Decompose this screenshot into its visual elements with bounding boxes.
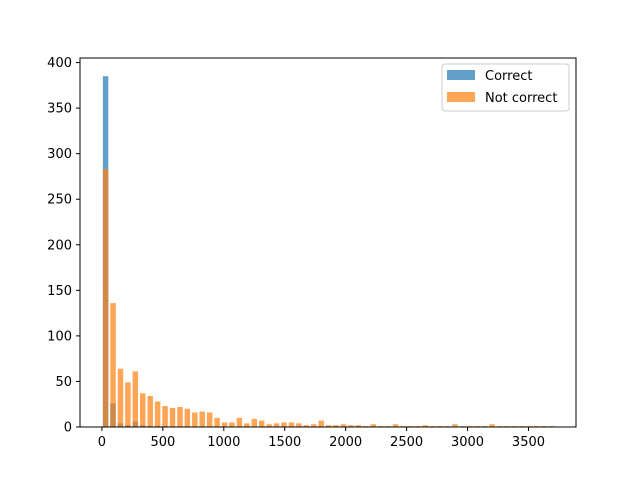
bar	[281, 422, 287, 427]
legend-swatch	[447, 70, 475, 80]
y-tick-label: 0	[64, 421, 72, 436]
bar	[125, 382, 131, 427]
bar	[117, 368, 124, 427]
bar	[296, 423, 302, 427]
bar	[162, 406, 168, 427]
y-tick-label: 150	[47, 284, 72, 299]
y-tick-label: 400	[47, 56, 72, 71]
bar	[229, 422, 235, 427]
legend-label: Correct	[485, 69, 532, 84]
bar	[348, 425, 354, 427]
bar	[147, 396, 153, 427]
y-tick-label: 50	[55, 375, 72, 390]
x-axis: 0 500 1000 1500 2000 2500 3000 3500	[98, 427, 545, 450]
bar	[177, 406, 183, 427]
bar	[132, 371, 139, 427]
bar	[102, 169, 109, 427]
y-tick-label: 350	[47, 102, 72, 117]
x-tick-label: 2000	[329, 435, 362, 450]
x-tick-label: 1000	[207, 435, 240, 450]
bar	[303, 425, 310, 427]
x-tick-label: 2500	[390, 435, 423, 450]
bar	[236, 417, 243, 427]
bar	[318, 420, 324, 427]
bar	[110, 303, 116, 427]
x-tick-label: 0	[98, 435, 106, 450]
x-tick-label: 1500	[268, 435, 301, 450]
y-tick-label: 100	[47, 329, 72, 344]
bar	[325, 425, 332, 427]
bar	[422, 425, 428, 427]
bar	[154, 401, 161, 427]
bar	[169, 407, 176, 427]
bar	[355, 425, 362, 427]
y-tick-label: 250	[47, 193, 72, 208]
bar	[199, 411, 205, 427]
plot-frame	[79, 57, 577, 428]
bar	[340, 424, 347, 427]
bar	[206, 412, 213, 427]
bar	[192, 412, 198, 427]
legend: Correct Not correct	[441, 63, 570, 112]
bar	[266, 424, 272, 427]
y-axis: 0 50 100 150 200 250 300 350 400	[47, 56, 80, 436]
bar	[273, 423, 280, 427]
bar	[288, 422, 295, 427]
y-tick-label: 200	[47, 238, 72, 253]
bar	[370, 424, 376, 427]
legend-swatch	[447, 92, 475, 102]
bar	[311, 424, 317, 427]
bar	[392, 424, 399, 427]
bar	[221, 422, 228, 427]
bar	[251, 418, 258, 427]
legend-label: Not correct	[485, 91, 557, 106]
bar	[244, 423, 250, 427]
y-tick-label: 300	[47, 147, 72, 162]
bar	[489, 424, 495, 427]
bar	[184, 408, 191, 427]
x-tick-label: 500	[150, 435, 175, 450]
x-tick-label: 3500	[512, 435, 545, 450]
bar	[214, 417, 220, 427]
bar	[333, 425, 339, 427]
x-tick-label: 3000	[451, 435, 484, 450]
bar	[452, 424, 458, 427]
bar	[258, 420, 265, 427]
bar	[140, 393, 146, 427]
